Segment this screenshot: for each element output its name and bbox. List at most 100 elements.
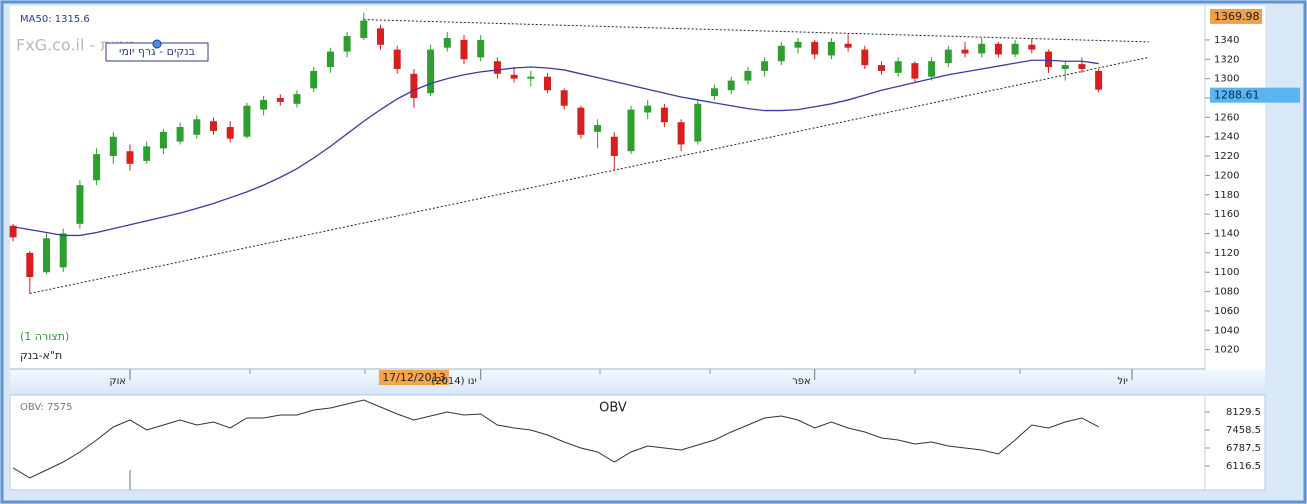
candle-body [360, 20, 368, 38]
y-tick-label: 1100 [1214, 267, 1239, 278]
candle-body [143, 146, 151, 161]
minor-ticks [249, 369, 1021, 374]
y-tick-label: 1120 [1214, 248, 1239, 259]
price-panel [10, 6, 1265, 370]
candle-body [260, 99, 268, 110]
x-tick-label: אפר [792, 376, 811, 387]
cursor-label-box [378, 370, 449, 385]
anchor-handle[interactable] [152, 39, 162, 49]
obv-y-tick-label: 6787.5 [1226, 443, 1261, 454]
candle-body [1011, 43, 1019, 55]
candle-body [176, 127, 184, 142]
candle-body [59, 233, 67, 268]
candle-body [293, 94, 301, 104]
y-tick-label: 1260 [1214, 112, 1239, 123]
y-tick-label: 1140 [1214, 228, 1239, 239]
x-tick-label: ינו (2014) [431, 376, 476, 387]
candle-body [594, 125, 602, 132]
candle-body [93, 154, 101, 181]
candle-body [827, 41, 835, 56]
x-tick-label: יול [1117, 376, 1128, 387]
candle-body [1078, 64, 1086, 69]
candle-body [694, 103, 702, 142]
candle-body [510, 74, 518, 79]
candle-body [9, 225, 17, 238]
y-tick-label: 1240 [1214, 132, 1239, 143]
obv-panel [9, 394, 1266, 491]
y-tick-label: 1020 [1214, 345, 1239, 356]
x-tick-label: אוק [109, 376, 126, 387]
cursor-label: 17/12/2013 [382, 371, 445, 384]
candle-body [76, 185, 84, 224]
candle-body [493, 61, 501, 74]
candle-body [126, 151, 134, 164]
obv-title: OBV [599, 401, 627, 416]
candle-body [577, 107, 585, 135]
candle-body [460, 39, 468, 60]
candle-body [427, 49, 435, 94]
y-tick-label: 1300 [1214, 74, 1239, 85]
ma-line [12, 59, 1099, 237]
y-tick-label: 1200 [1214, 170, 1239, 181]
chart-name: בנקים - גרף יומי [119, 45, 195, 58]
candle-body [761, 61, 769, 71]
candle-body [477, 39, 485, 58]
candle-body [844, 43, 852, 48]
candle-body [911, 63, 919, 79]
obv-y-tick-label: 8129.5 [1226, 407, 1261, 418]
candle-body [377, 28, 384, 45]
candle-body [544, 76, 551, 91]
obv-label: OBV: 7575 [20, 402, 72, 413]
candle-body [644, 105, 652, 113]
candle-body [243, 105, 251, 137]
y-tick-label: 1080 [1214, 287, 1239, 298]
candle-body [276, 98, 284, 102]
y-tick-label: 1160 [1214, 209, 1239, 220]
candle-body [410, 73, 418, 98]
candle-body [393, 49, 401, 69]
candle-body [527, 76, 535, 79]
candle-body [159, 131, 167, 149]
last-price-box [1210, 87, 1300, 103]
candle-body [794, 41, 802, 48]
candle-body [660, 107, 668, 123]
candle-body [560, 90, 568, 106]
candle-body [944, 49, 952, 64]
candle-body [1095, 70, 1103, 90]
candle-body [627, 109, 635, 152]
candle-body [193, 119, 201, 135]
candle-body [894, 61, 902, 73]
symbol-label: ת"א-בנק [20, 349, 62, 362]
candle-body [210, 121, 217, 131]
max-price-box [1210, 8, 1262, 24]
candle-body [961, 49, 969, 54]
candle-body [610, 136, 618, 157]
y-tick-label: 1220 [1214, 151, 1239, 162]
candle-body [1028, 44, 1036, 50]
candle-body [744, 70, 752, 81]
candle-body [994, 43, 1002, 55]
candle-body [727, 80, 735, 91]
candle-body [711, 88, 718, 97]
candle-body [811, 41, 819, 55]
obv-y-tick-label: 6116.5 [1226, 461, 1261, 472]
max-price-label: 1369.98 [1214, 10, 1260, 23]
candle-body [1061, 65, 1069, 69]
last-price-label: 1288.61 [1214, 89, 1260, 102]
candle-body [226, 127, 234, 139]
candle-body [928, 61, 936, 77]
candle-body [978, 43, 986, 54]
candle-body [443, 38, 451, 48]
trendline [29, 56, 1149, 294]
trendline [363, 19, 1149, 43]
y-tick-label: 1060 [1214, 306, 1239, 317]
candle-body [26, 252, 34, 278]
candle-body [109, 136, 117, 157]
candle-body [310, 70, 318, 89]
candle-body [326, 51, 334, 68]
ma-label: MA50: 1315.6 [20, 14, 90, 25]
candle-body [861, 49, 869, 66]
x-axis-strip [10, 370, 1265, 395]
